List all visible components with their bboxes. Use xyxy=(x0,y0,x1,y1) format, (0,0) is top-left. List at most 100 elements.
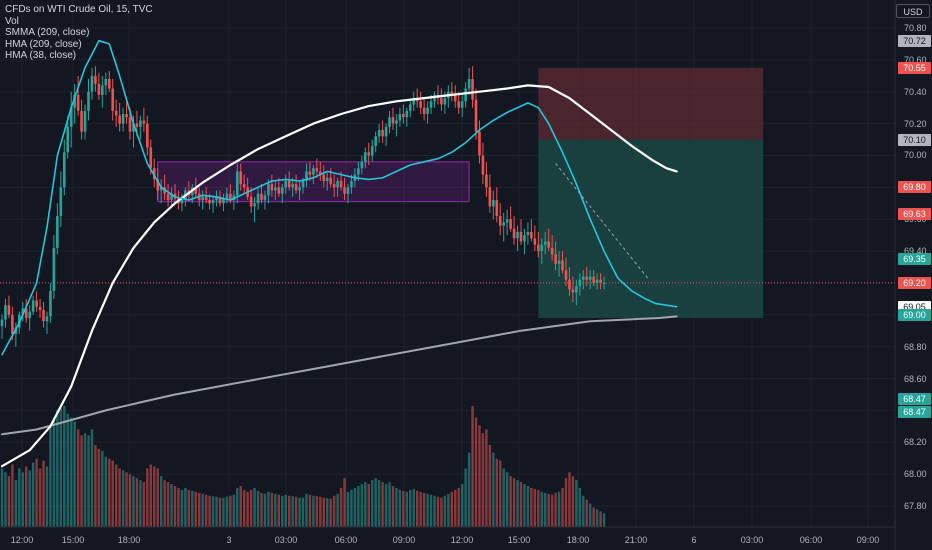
volume-bar xyxy=(554,492,557,527)
volume-bars xyxy=(0,405,606,527)
candle xyxy=(166,184,170,207)
volume-bar xyxy=(488,444,492,527)
candle xyxy=(543,231,547,255)
volume-bar xyxy=(478,425,481,527)
volume-bar xyxy=(540,491,543,527)
volume-bar xyxy=(225,496,229,527)
volume-bar xyxy=(229,495,232,527)
candle xyxy=(80,99,83,140)
time-tick-label: 03:00 xyxy=(274,535,298,545)
candle xyxy=(395,114,398,137)
candle xyxy=(38,298,42,318)
volume-bar xyxy=(429,494,433,527)
candle xyxy=(502,212,505,242)
candle xyxy=(66,115,70,159)
price-badge: 68.47 xyxy=(898,393,931,406)
candle xyxy=(419,91,422,115)
volume-bar xyxy=(73,421,76,527)
candle xyxy=(526,222,530,245)
candle xyxy=(523,228,526,255)
price-badge: 70.72 xyxy=(898,34,931,47)
candle xyxy=(253,196,256,223)
candle xyxy=(360,155,364,175)
candle xyxy=(83,104,87,140)
candle xyxy=(585,267,589,287)
smma-line[interactable] xyxy=(1,315,678,436)
projection-line[interactable] xyxy=(555,163,650,281)
volume-bar xyxy=(281,495,284,527)
volume-bar xyxy=(101,450,104,527)
candle xyxy=(516,225,519,252)
volume-bar xyxy=(232,494,236,527)
legend-title[interactable]: CFDs on WTI Crude Oil, 15, TVC xyxy=(5,4,153,15)
volume-bar xyxy=(97,448,101,527)
time-tick-label: 15:00 xyxy=(61,535,85,545)
volume-bar xyxy=(495,458,498,527)
legend-volume[interactable]: Vol xyxy=(5,15,19,27)
legend-hma-38[interactable]: HMA (38, close) xyxy=(5,50,77,61)
candle xyxy=(571,276,575,303)
volume-bar xyxy=(523,484,526,527)
volume-bar xyxy=(550,494,554,527)
volume-bar xyxy=(87,435,90,527)
price-tick-label: 68.20 xyxy=(904,437,927,448)
candle xyxy=(467,67,471,95)
candle xyxy=(561,251,564,274)
volume-bar xyxy=(343,478,346,527)
volume-bar xyxy=(557,491,561,527)
stop-loss-zone[interactable] xyxy=(538,67,764,140)
price-badge: 70.10 xyxy=(898,133,931,146)
candle xyxy=(592,270,595,287)
volume-bar xyxy=(166,482,170,527)
currency-selector[interactable]: USD xyxy=(896,4,930,18)
volume-bar xyxy=(135,478,139,527)
volume-bar xyxy=(208,495,211,527)
candle xyxy=(464,82,467,108)
volume-bar xyxy=(170,484,173,527)
candle xyxy=(274,180,277,201)
volume-bar xyxy=(132,476,135,527)
volume-bar xyxy=(544,492,547,527)
volume-bar xyxy=(571,476,575,527)
candle xyxy=(87,78,90,121)
candle xyxy=(76,75,80,116)
volume-bar xyxy=(121,470,125,527)
hma-209-line[interactable] xyxy=(0,84,678,468)
volume-bar xyxy=(416,490,419,527)
legend-hma-209[interactable]: HMA (209, close) xyxy=(5,38,82,50)
volume-bar xyxy=(346,491,350,527)
grid-lines xyxy=(0,0,895,527)
time-tick-label: 3 xyxy=(226,535,232,545)
hma-38-line[interactable] xyxy=(1,39,678,356)
candle xyxy=(270,174,274,197)
candle xyxy=(107,71,111,92)
volume-bar xyxy=(450,491,453,527)
volume-bar xyxy=(173,485,177,527)
volume-bar xyxy=(301,497,305,527)
candle xyxy=(367,142,371,166)
volume-bar xyxy=(191,490,194,527)
candle xyxy=(436,85,440,105)
candle xyxy=(530,219,533,242)
volume-bar xyxy=(578,487,582,527)
volume-bar xyxy=(104,456,107,527)
volume-bar xyxy=(260,492,263,527)
price-tick-label: 70.80 xyxy=(904,23,927,33)
price-tick-label: 67.80 xyxy=(904,501,927,511)
volume-bar xyxy=(592,507,595,527)
drawing-layer xyxy=(0,67,895,318)
candle xyxy=(474,88,478,140)
volume-bar xyxy=(118,468,121,527)
volume-bar xyxy=(426,493,429,527)
candle xyxy=(602,276,606,290)
candle xyxy=(412,91,416,111)
candle xyxy=(315,158,319,178)
volume-bar xyxy=(222,497,225,527)
candle xyxy=(564,257,568,287)
legend-smma[interactable]: SMMA (209, close) xyxy=(5,27,90,38)
candle xyxy=(101,75,104,108)
volume-bar xyxy=(460,484,464,527)
candle xyxy=(547,228,550,252)
volume-bar xyxy=(398,489,402,527)
